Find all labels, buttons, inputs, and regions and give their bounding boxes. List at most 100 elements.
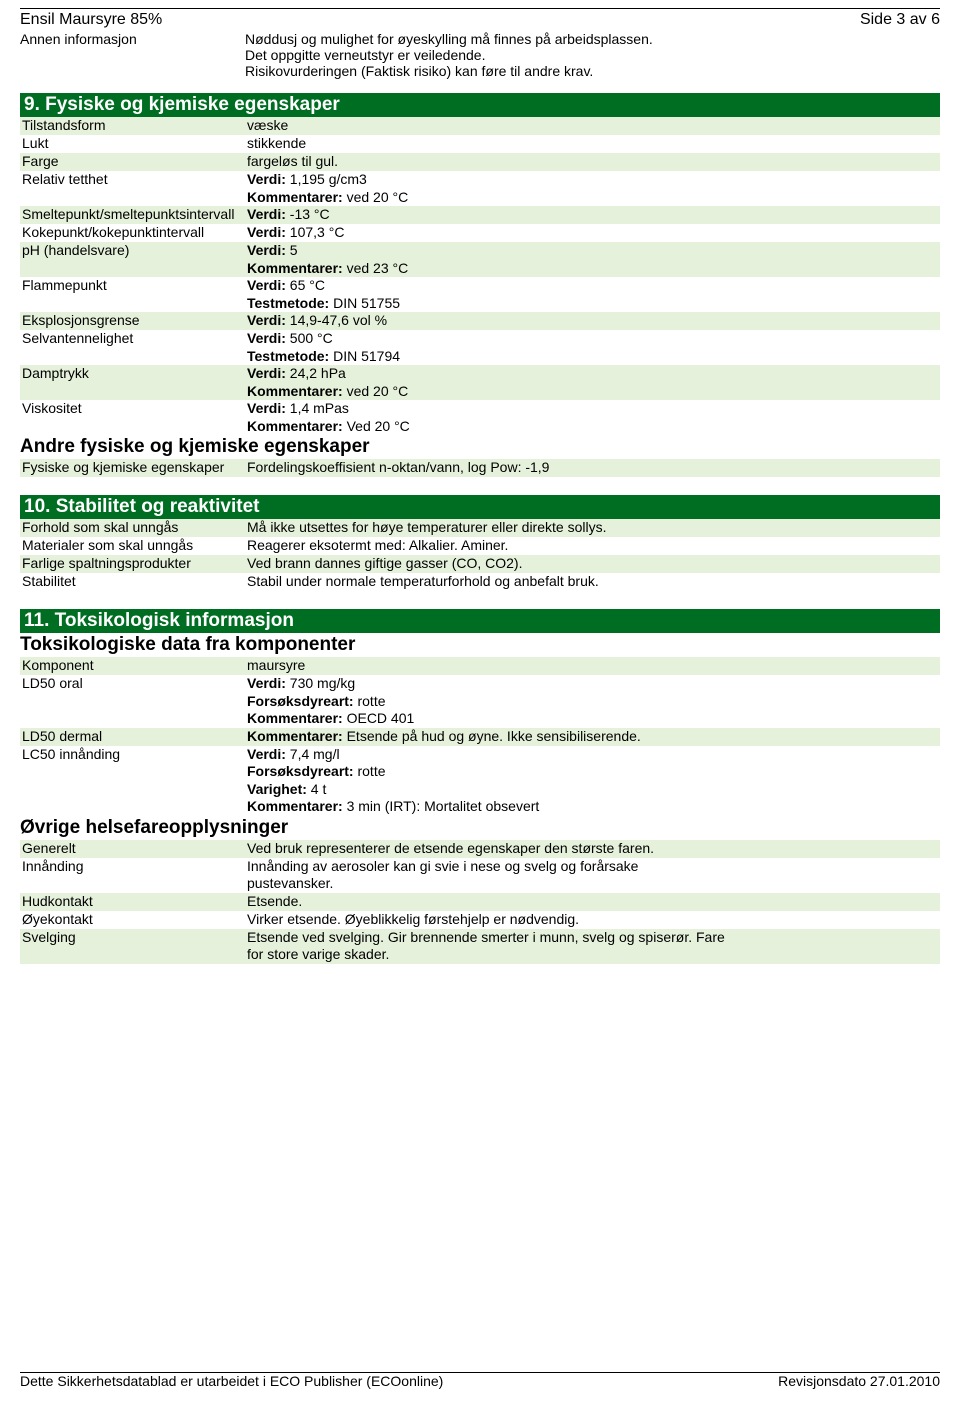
row-value: Etsende ved svelging. Gir brennende smer… <box>247 929 938 964</box>
text-line: Innånding av aerosoler kan gi svie i nes… <box>247 858 938 876</box>
row-value: Ved brann dannes giftige gasser (CO, CO2… <box>247 555 938 573</box>
value-text: rotte <box>354 763 386 779</box>
row-label: Innånding <box>22 858 247 893</box>
page-indicator: Side 3 av 6 <box>860 11 940 29</box>
value-key: Verdi: <box>247 330 286 346</box>
section-9-header: 9. Fysiske og kjemiske egenskaper <box>20 93 940 117</box>
row-value: væske <box>247 117 938 135</box>
value-text: rotte <box>354 693 386 709</box>
row-value: Verdi: 1,195 g/cm3 Kommentarer: ved 20 °… <box>247 171 938 206</box>
row-value: Verdi: 7,4 mg/l Forsøksdyreart: rotte Va… <box>247 746 938 816</box>
row-label: Komponent <box>22 657 247 675</box>
footer-left: Dette Sikkerhetsdatablad er utarbeidet i… <box>20 1373 443 1389</box>
value-text: Ved 20 °C <box>343 418 410 434</box>
text-line: Nøddusj og mulighet for øyeskylling må f… <box>245 31 940 47</box>
value-key: Verdi: <box>247 675 286 691</box>
value-text: 65 °C <box>286 277 325 293</box>
hudkontakt-row: Hudkontakt Etsende. <box>20 893 940 911</box>
row-value: Må ikke utsettes for høye temperaturer e… <box>247 519 938 537</box>
row-label: Stabilitet <box>22 573 247 591</box>
row-label: Flammepunkt <box>22 277 247 312</box>
ovrige-helsefare-subheader: Øvrige helsefareopplysninger <box>20 816 940 840</box>
row-value: fargeløs til gul. <box>247 153 938 171</box>
row-value: Verdi: 107,3 °C <box>247 224 938 242</box>
selvantennelighet-row: Selvantennelighet Verdi: 500 °C Testmeto… <box>20 330 940 365</box>
value-text: DIN 51794 <box>329 348 400 364</box>
value-key: Kommentarer: <box>247 728 343 744</box>
row-label: Fysiske og kjemiske egenskaper <box>22 459 247 477</box>
value-text: -13 °C <box>286 206 330 222</box>
value-text: ved 23 °C <box>343 260 409 276</box>
section-10-header: 10. Stabilitet og reaktivitet <box>20 495 940 519</box>
toksikologiske-data-subheader: Toksikologiske data fra komponenter <box>20 633 940 657</box>
value-text: 107,3 °C <box>286 224 345 240</box>
section-9-subheader: Andre fysiske og kjemiske egenskaper <box>20 435 940 459</box>
row-label: Svelging <box>22 929 247 964</box>
value-text: DIN 51755 <box>329 295 400 311</box>
value-key: Verdi: <box>247 224 286 240</box>
row-label: Hudkontakt <box>22 893 247 911</box>
footer-right: Revisjonsdato 27.01.2010 <box>778 1373 940 1389</box>
svelging-row: Svelging Etsende ved svelging. Gir brenn… <box>20 929 940 964</box>
page-header: Ensil Maursyre 85% Side 3 av 6 <box>20 11 940 29</box>
stabilitet-row: Stabilitet Stabil under normale temperat… <box>20 573 940 591</box>
komponent-row: Komponent maursyre <box>20 657 940 675</box>
kokepunkt-row: Kokepunkt/kokepunktintervall Verdi: 107,… <box>20 224 940 242</box>
farge-row: Farge fargeløs til gul. <box>20 153 940 171</box>
text-line: pustevansker. <box>247 875 938 893</box>
value-key: Kommentarer: <box>247 710 343 726</box>
value-key: Kommentarer: <box>247 260 343 276</box>
value-key: Kommentarer: <box>247 418 343 434</box>
row-label: Farlige spaltningsprodukter <box>22 555 247 573</box>
row-value: Verdi: 1,4 mPas Kommentarer: Ved 20 °C <box>247 400 938 435</box>
row-value: Verdi: 65 °C Testmetode: DIN 51755 <box>247 277 938 312</box>
row-label: Generelt <box>22 840 247 858</box>
row-label: pH (handelsvare) <box>22 242 247 277</box>
row-label: Viskositet <box>22 400 247 435</box>
value-key: Testmetode: <box>247 348 329 364</box>
page-footer: Dette Sikkerhetsdatablad er utarbeidet i… <box>20 1372 940 1389</box>
text-line: Etsende ved svelging. Gir brennende smer… <box>247 929 938 947</box>
value-key: Forsøksdyreart: <box>247 693 354 709</box>
value-text: OECD 401 <box>343 710 415 726</box>
row-label: Smeltepunkt/smeltepunktsintervall <box>22 206 247 224</box>
text-line: Risikovurderingen (Faktisk risiko) kan f… <box>245 63 940 79</box>
value-text: 1,195 g/cm3 <box>286 171 367 187</box>
lukt-row: Lukt stikkende <box>20 135 940 153</box>
row-value: Verdi: 5 Kommentarer: ved 23 °C <box>247 242 938 277</box>
row-label: Relativ tetthet <box>22 171 247 206</box>
row-value: Verdi: 730 mg/kg Forsøksdyreart: rotte K… <box>247 675 938 728</box>
row-value: Kommentarer: Etsende på hud og øyne. Ikk… <box>247 728 938 746</box>
value-key: Verdi: <box>247 400 286 416</box>
value-text: 500 °C <box>286 330 333 346</box>
value-text: 4 t <box>307 781 326 797</box>
text-line: for store varige skader. <box>247 946 938 964</box>
value-text: 3 min (IRT): Mortalitet obsevert <box>343 798 540 814</box>
row-value: Virker etsende. Øyeblikkelig førstehjelp… <box>247 911 938 929</box>
row-value: Verdi: 500 °C Testmetode: DIN 51794 <box>247 330 938 365</box>
row-value: maursyre <box>247 657 938 675</box>
value-text: Etsende på hud og øyne. Ikke sensibilise… <box>343 728 641 744</box>
value-key: Forsøksdyreart: <box>247 763 354 779</box>
value-key: Verdi: <box>247 277 286 293</box>
row-value: Verdi: 14,9-47,6 vol % <box>247 312 938 330</box>
row-label: Tilstandsform <box>22 117 247 135</box>
annen-informasjon-label: Annen informasjon <box>20 31 245 79</box>
row-label: Farge <box>22 153 247 171</box>
value-text: 5 <box>286 242 298 258</box>
value-text: ved 20 °C <box>343 383 409 399</box>
row-value: Reagerer eksotermt med: Alkalier. Aminer… <box>247 537 938 555</box>
value-text: 24,2 hPa <box>286 365 346 381</box>
row-label: LD50 dermal <box>22 728 247 746</box>
value-key: Verdi: <box>247 171 286 187</box>
value-key: Verdi: <box>247 365 286 381</box>
row-label: LD50 oral <box>22 675 247 728</box>
forhold-unngas-row: Forhold som skal unngås Må ikke utsettes… <box>20 519 940 537</box>
value-text: ved 20 °C <box>343 189 409 205</box>
value-key: Kommentarer: <box>247 189 343 205</box>
row-label: Øyekontakt <box>22 911 247 929</box>
row-value: Innånding av aerosoler kan gi svie i nes… <box>247 858 938 893</box>
relativ-tetthet-row: Relativ tetthet Verdi: 1,195 g/cm3 Komme… <box>20 171 940 206</box>
oyekontakt-row: Øyekontakt Virker etsende. Øyeblikkelig … <box>20 911 940 929</box>
generelt-row: Generelt Ved bruk representerer de etsen… <box>20 840 940 858</box>
